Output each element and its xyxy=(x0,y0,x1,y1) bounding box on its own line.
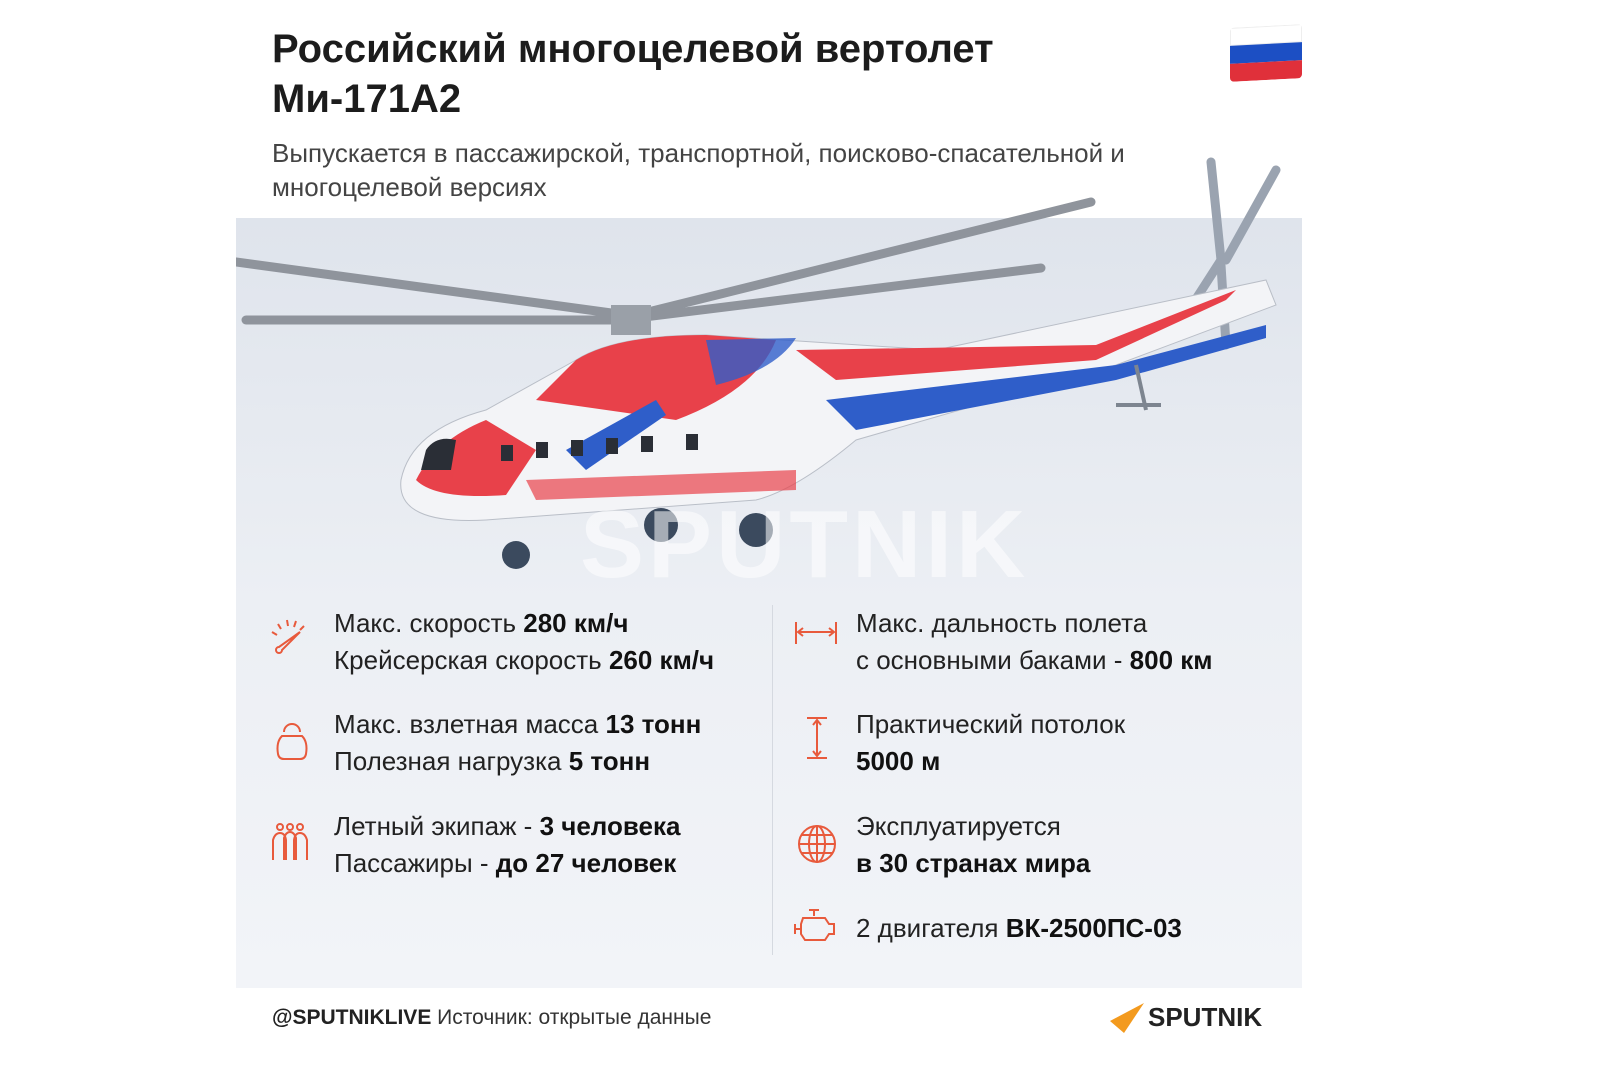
kettlebell-icon xyxy=(276,723,308,760)
footer-source: @SPUTNIKLIVE Источник: открытые данные xyxy=(272,1006,712,1029)
people-icon xyxy=(272,823,308,860)
watermark: SPUTNIK xyxy=(580,491,1030,598)
spec-countries: Эксплуатируется в 30 странах мира xyxy=(856,811,1091,878)
page-title: Российский многоцелевой вертолет Ми-171А… xyxy=(272,27,994,121)
spec-mass: Макс. взлетная масса 13 тонн Полезная на… xyxy=(334,709,702,776)
page-subtitle: Выпускается в пассажирской, транспортной… xyxy=(272,138,1125,202)
altitude-arrow-icon xyxy=(807,717,827,759)
globe-icon xyxy=(798,825,836,863)
column-divider xyxy=(772,605,773,955)
range-arrow-icon xyxy=(795,622,837,644)
helicopter-illustration xyxy=(236,157,1281,569)
spec-range: Макс. дальность полета с основными бакам… xyxy=(856,608,1213,675)
sputnik-logo-icon xyxy=(1110,1002,1144,1033)
speedometer-icon xyxy=(271,619,305,654)
rotor-hub xyxy=(611,305,651,335)
sputnik-handle[interactable]: @SPUTNIKLIVE xyxy=(272,1006,432,1029)
spec-crew: Летный экипаж - 3 человека Пассажиры - д… xyxy=(334,811,681,878)
main-rotor xyxy=(236,197,1096,325)
engine-icon xyxy=(794,909,835,941)
spec-ceiling: Практический потолок 5000 м xyxy=(856,709,1126,776)
spec-engines: 2 двигателя ВК-2500ПС-03 xyxy=(856,913,1182,943)
spec-speed: Макс. скорость 280 км/ч Крейсерская скор… xyxy=(334,608,715,675)
sputnik-logo: SPUTNIK xyxy=(1110,1002,1262,1033)
russian-flag-icon xyxy=(1230,24,1302,82)
